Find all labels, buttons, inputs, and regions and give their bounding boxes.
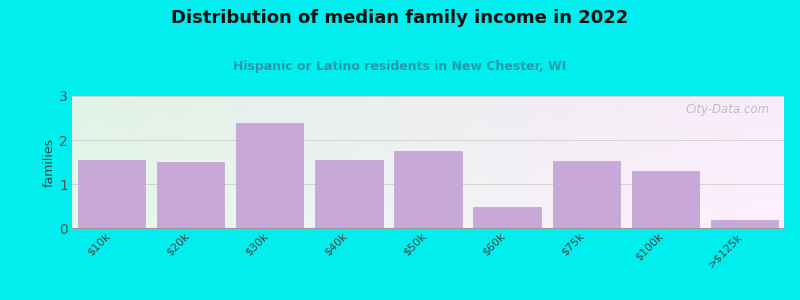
- Text: City-Data.com: City-Data.com: [686, 103, 770, 116]
- Bar: [157, 162, 224, 228]
- Bar: [394, 151, 462, 228]
- Bar: [553, 161, 620, 228]
- Y-axis label: families: families: [43, 137, 56, 187]
- Bar: [474, 207, 541, 228]
- Bar: [236, 123, 303, 228]
- Bar: [78, 160, 145, 228]
- Text: Distribution of median family income in 2022: Distribution of median family income in …: [171, 9, 629, 27]
- Bar: [711, 220, 778, 228]
- Bar: [315, 160, 382, 228]
- Text: Hispanic or Latino residents in New Chester, WI: Hispanic or Latino residents in New Ches…: [234, 60, 566, 73]
- Bar: [632, 171, 699, 228]
